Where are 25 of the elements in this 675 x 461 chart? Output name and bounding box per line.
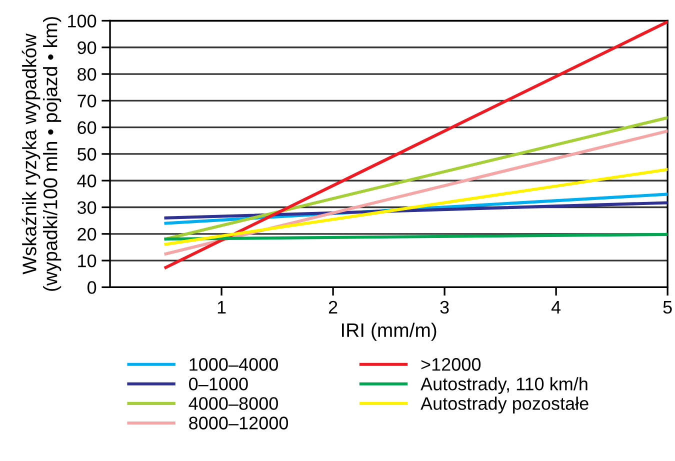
y-tick-label: 60: [78, 121, 96, 134]
y-tick-label: 70: [78, 94, 96, 108]
y-tick-label: 80: [78, 68, 96, 81]
x-tick-label: 4: [551, 301, 561, 314]
x-tick-label: 2: [328, 300, 338, 314]
legend-label: 0–1000: [189, 378, 248, 390]
legend-label: 4000–8000: [188, 397, 278, 410]
y-tick-label: 20: [78, 228, 96, 241]
x-axis-title: IRI (mm/m): [342, 322, 436, 341]
y-tick-label: 90: [78, 41, 96, 54]
y-tick-label: 40: [77, 174, 96, 188]
y-tick-label: 10: [78, 254, 96, 268]
y-tick-label: 0: [87, 281, 96, 294]
y-axis-title: Wskaźnik ryzyka wypadków (wypadki/100 mln • pojazd • km): [22, 17, 62, 291]
y-tick-label: 100: [68, 14, 96, 28]
x-tick-label: 1: [218, 301, 226, 314]
legend-label: >12000: [421, 358, 481, 371]
legend-label: Autostrady, 110 km/h: [420, 377, 588, 394]
legend-label: Autostrady pozostałe: [420, 396, 588, 414]
y-tick-label: 30: [77, 201, 96, 214]
y-tick-label: 50: [77, 148, 96, 161]
x-tick-label: 5: [663, 301, 672, 314]
legend-label: 8000–12000: [189, 416, 288, 430]
x-tick-label: 3: [440, 300, 449, 314]
legend-label: 1000–4000: [190, 358, 278, 371]
